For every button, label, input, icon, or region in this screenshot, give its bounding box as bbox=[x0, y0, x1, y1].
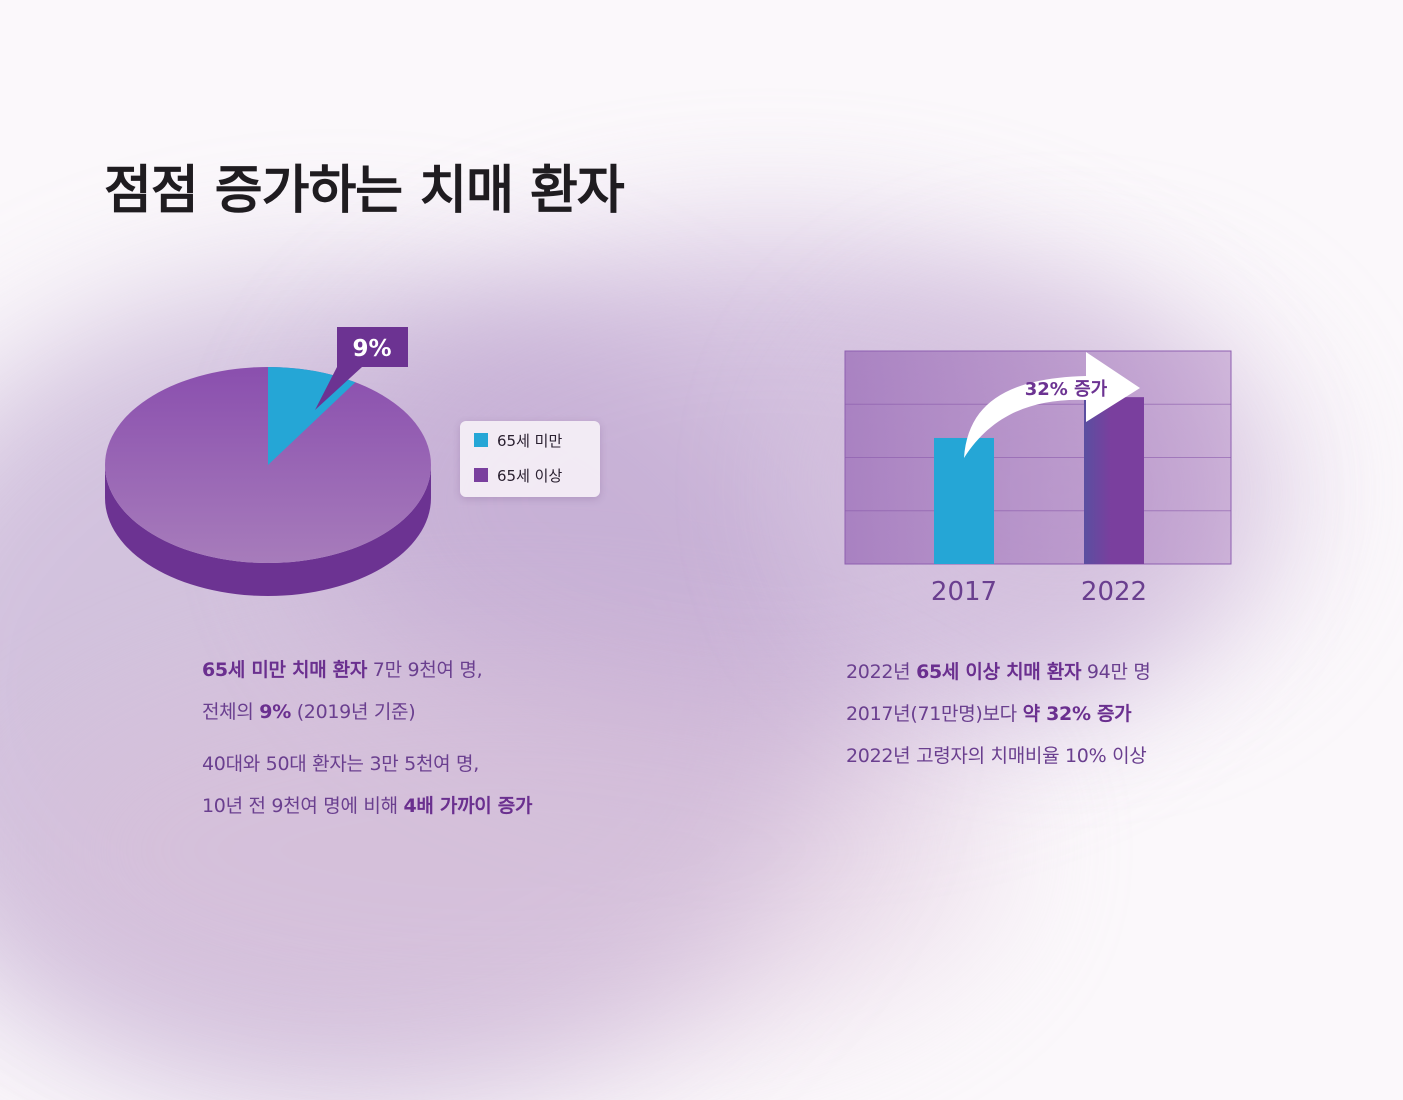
left-line-2-rest: (2019년 기준) bbox=[290, 701, 416, 723]
legend-swatch-blue bbox=[474, 433, 488, 447]
legend-item-over-65: 65세 이상 bbox=[474, 465, 562, 485]
bar-xtick-label: 2017 bbox=[931, 577, 997, 607]
right-line-2-pre: 2017년(71만명)보다 bbox=[846, 703, 1023, 725]
right-line-2: 2017년(71만명)보다 약 32% 증가 bbox=[846, 693, 1151, 735]
bar-2017 bbox=[934, 437, 994, 564]
bar-xtick-label: 2022 bbox=[1081, 577, 1147, 607]
page-title: 점점 증가하는 치매 환자 bbox=[104, 161, 625, 221]
left-description: 65세 미만 치매 환자 7만 9천여 명, 전체의 9% (2019년 기준)… bbox=[202, 649, 532, 827]
bar-chart: 2017 2022 32% 증가 bbox=[844, 350, 1232, 607]
growth-arrow bbox=[964, 352, 1140, 458]
right-line-3: 2022년 고령자의 치매비율 10% 이상 bbox=[846, 745, 1147, 767]
right-description: 2022년 65세 이상 치매 환자 94만 명 2017년(71만명)보다 약… bbox=[846, 651, 1151, 777]
left-line-3: 40대와 50대 환자는 3만 5천여 명, bbox=[202, 753, 479, 775]
pie-callout-label: 9% bbox=[352, 336, 391, 362]
right-line-2-bold: 약 32% 증가 bbox=[1022, 703, 1132, 725]
legend-item-under-65: 65세 미만 bbox=[474, 430, 562, 450]
left-line-1: 65세 미만 치매 환자 7만 9천여 명, bbox=[202, 649, 532, 691]
right-line-1: 2022년 65세 이상 치매 환자 94만 명 bbox=[846, 651, 1151, 693]
right-line-1-pre: 2022년 bbox=[846, 661, 917, 683]
left-line-4-bold: 4배 가까이 증가 bbox=[403, 795, 533, 817]
right-line-1-rest: 94만 명 bbox=[1081, 661, 1151, 683]
bar-2022 bbox=[1084, 397, 1144, 564]
left-line-2: 전체의 9% (2019년 기준) bbox=[202, 691, 532, 733]
pie-callout-box bbox=[315, 327, 408, 410]
pie-side bbox=[105, 465, 431, 596]
right-line-1-bold: 65세 이상 치매 환자 bbox=[916, 661, 1082, 683]
pie-legend: 65세 미만 65세 이상 bbox=[460, 421, 600, 497]
left-line-1-bold: 65세 미만 치매 환자 bbox=[202, 659, 368, 681]
legend-label: 65세 미만 bbox=[497, 431, 563, 450]
legend-label: 65세 이상 bbox=[497, 466, 563, 485]
arrow-label: 32% 증가 bbox=[1025, 379, 1108, 400]
legend-swatch-purple bbox=[474, 468, 488, 482]
pie-chart: 9% bbox=[105, 327, 431, 596]
left-line-1-rest: 7만 9천여 명, bbox=[367, 659, 483, 681]
left-line-4-pre: 10년 전 9천여 명에 비해 bbox=[202, 795, 404, 817]
left-line-2-pre: 전체의 bbox=[202, 701, 260, 723]
left-line-2-bold: 9% bbox=[259, 701, 291, 723]
left-line-4: 10년 전 9천여 명에 비해 4배 가까이 증가 bbox=[202, 785, 532, 827]
